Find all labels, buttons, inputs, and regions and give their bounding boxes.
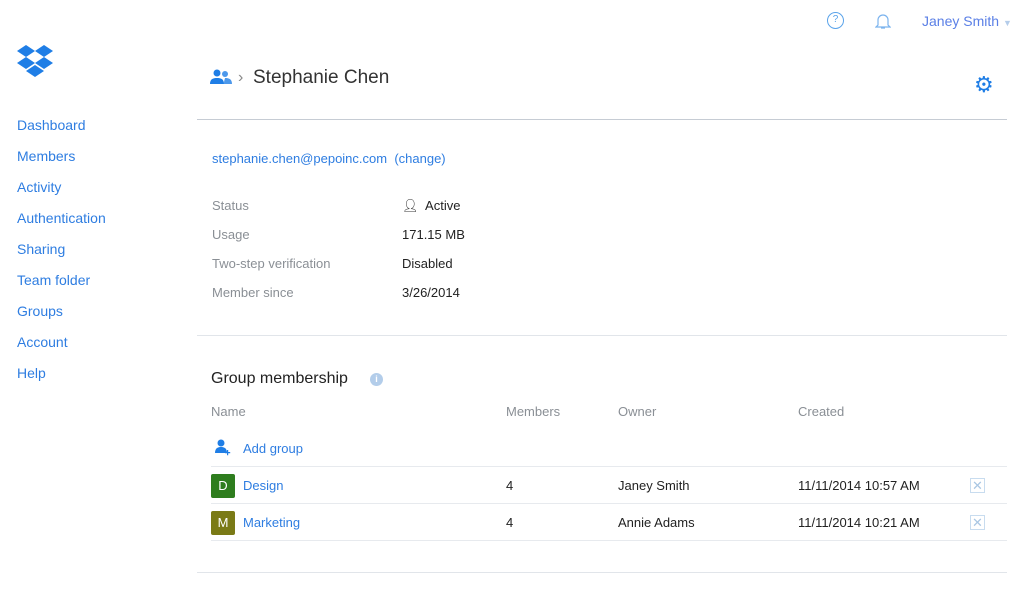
group-owner: Annie Adams bbox=[618, 515, 695, 530]
sidebar-item-dashboard[interactable]: Dashboard bbox=[17, 117, 86, 133]
breadcrumb-chevron-icon: › bbox=[238, 69, 244, 86]
group-avatar: D bbox=[211, 474, 235, 498]
sidebar-item-groups[interactable]: Groups bbox=[17, 303, 63, 319]
sidebar-item-account[interactable]: Account bbox=[17, 334, 68, 350]
table-row: D Design 4 Janey Smith 11/11/2014 10:57 … bbox=[211, 467, 1007, 504]
group-name-link[interactable]: Design bbox=[243, 478, 284, 493]
remove-group-icon[interactable]: ✕ bbox=[970, 478, 985, 493]
sidebar-item-team-folder[interactable]: Team folder bbox=[17, 272, 91, 288]
group-owner: Janey Smith bbox=[618, 478, 690, 493]
column-owner[interactable]: Owner bbox=[618, 404, 657, 419]
add-user-icon[interactable] bbox=[214, 439, 231, 456]
person-icon: 👤︎ bbox=[402, 198, 419, 213]
group-name-link[interactable]: Marketing bbox=[243, 515, 301, 530]
group-membership-title: Group membership bbox=[211, 370, 348, 387]
column-name[interactable]: Name bbox=[211, 404, 246, 419]
sidebar-nav: Dashboard Members Activity Authenticatio… bbox=[17, 116, 106, 395]
caret-down-icon: ▼ bbox=[1002, 18, 1012, 28]
column-members[interactable]: Members bbox=[506, 404, 561, 419]
sidebar-item-sharing[interactable]: Sharing bbox=[17, 241, 66, 257]
divider bbox=[197, 572, 1007, 573]
help-icon[interactable]: ? bbox=[827, 12, 844, 29]
group-members: 4 bbox=[506, 515, 514, 530]
user-name: Janey Smith bbox=[922, 13, 1000, 29]
sidebar-item-activity[interactable]: Activity bbox=[17, 179, 62, 195]
group-created: 11/11/2014 10:21 AM bbox=[798, 515, 920, 530]
member-since-value: 3/26/2014 bbox=[402, 285, 460, 300]
dropbox-logo-icon[interactable] bbox=[17, 45, 53, 79]
add-group-link[interactable]: Add group bbox=[243, 441, 303, 456]
remove-group-icon[interactable]: ✕ bbox=[970, 515, 985, 530]
group-avatar: M bbox=[211, 511, 235, 535]
divider bbox=[197, 335, 1007, 336]
sidebar-item-help[interactable]: Help bbox=[17, 365, 46, 381]
table-row: M Marketing 4 Annie Adams 11/11/2014 10:… bbox=[211, 504, 1007, 541]
two-step-label: Two-step verification bbox=[212, 256, 331, 271]
email-link[interactable]: stephanie.chen@pepoinc.com bbox=[212, 151, 388, 166]
two-step-value: Disabled bbox=[402, 256, 453, 271]
status-label: Status bbox=[212, 198, 249, 213]
settings-gear-icon[interactable]: ⚙ bbox=[974, 72, 994, 97]
group-created: 11/11/2014 10:57 AM bbox=[798, 478, 920, 493]
page-title: Stephanie Chen bbox=[253, 67, 390, 88]
usage-label: Usage bbox=[212, 227, 250, 242]
sidebar-item-authentication[interactable]: Authentication bbox=[17, 210, 106, 226]
user-menu[interactable]: Janey Smith ▼ bbox=[922, 13, 1012, 29]
group-members: 4 bbox=[506, 478, 514, 493]
status-value: 👤︎ Active bbox=[402, 198, 461, 213]
usage-value: 171.15 MB bbox=[402, 227, 465, 242]
change-email-link[interactable]: (change) bbox=[394, 151, 446, 166]
bell-icon[interactable] bbox=[875, 12, 891, 30]
divider bbox=[197, 119, 1007, 120]
sidebar-item-members[interactable]: Members bbox=[17, 148, 76, 164]
info-icon[interactable]: i bbox=[370, 373, 383, 386]
member-since-label: Member since bbox=[212, 285, 294, 300]
column-created[interactable]: Created bbox=[798, 404, 845, 419]
members-icon[interactable] bbox=[210, 69, 232, 85]
add-group-row: Add group bbox=[211, 430, 1007, 467]
